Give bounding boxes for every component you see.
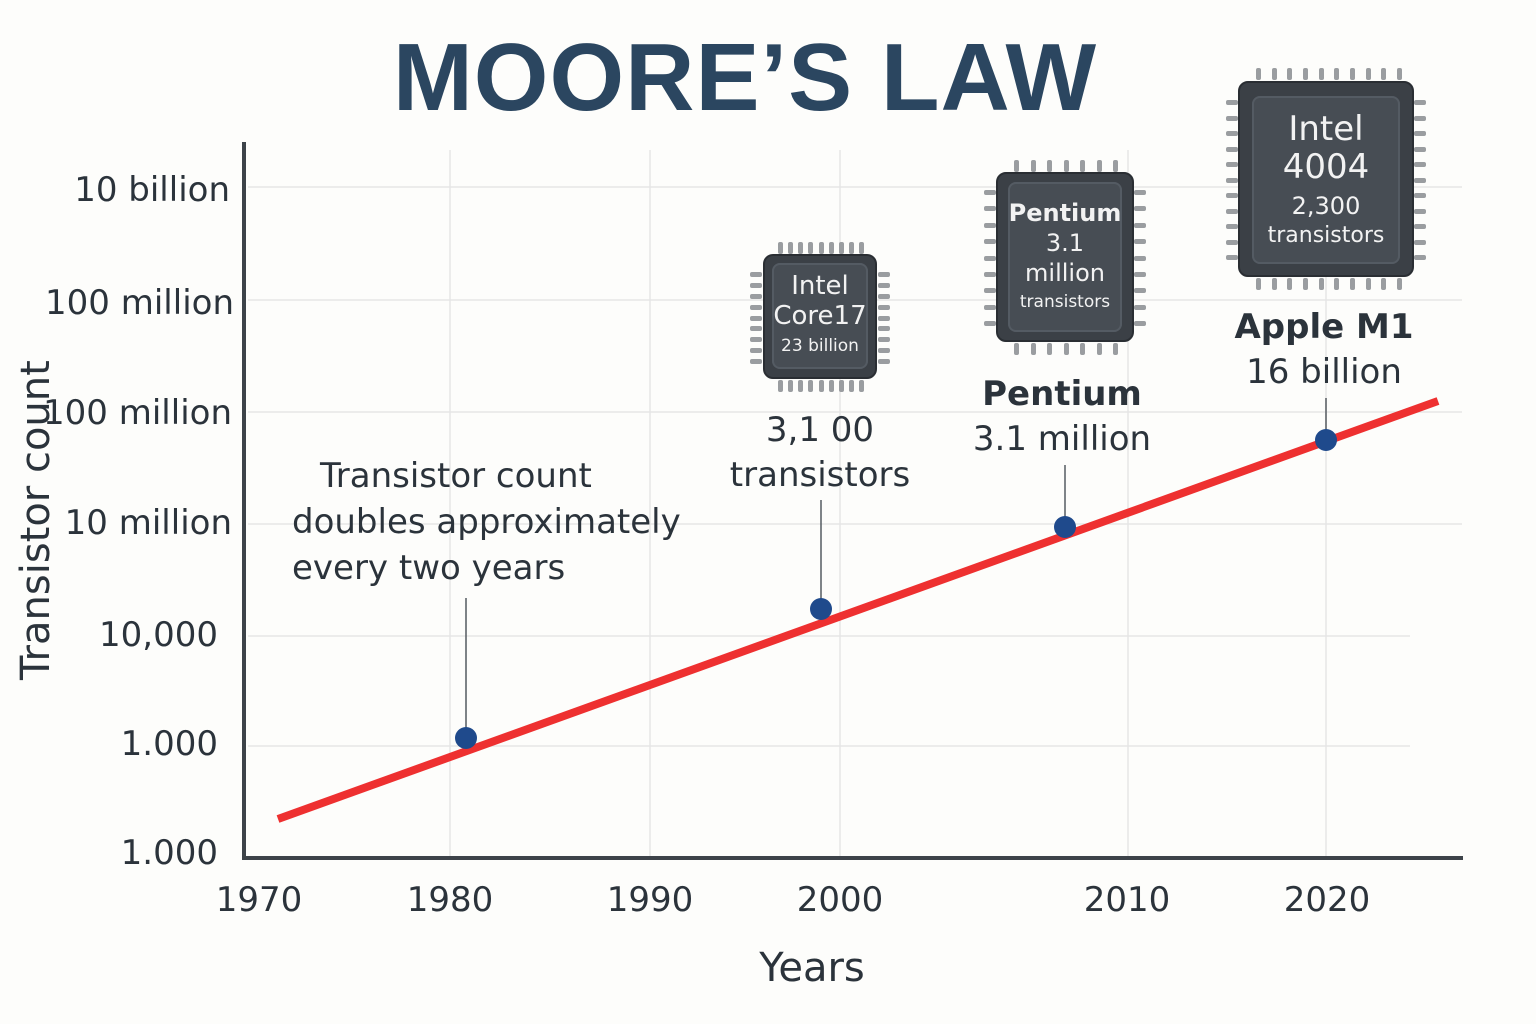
annotation-pentium: Pentium 3.1 million [972, 374, 1152, 459]
y-tick-label: 100 million [43, 393, 232, 433]
x-tick-label: 1990 [606, 880, 694, 920]
annotation-apple-m1: Apple M1 16 billion [1234, 307, 1414, 392]
x-axis-label: Years [759, 945, 865, 991]
y-tick-label: 10 million [64, 503, 232, 543]
data-point-1981 [455, 727, 477, 749]
trend-line [276, 397, 1440, 823]
y-tick-label: 1.000 [120, 833, 218, 873]
chip-icon-pentium: Pentium 3.1 million transistors [984, 160, 1146, 355]
y-tick-label: 10,000 [99, 615, 218, 655]
x-tick-label: 2020 [1283, 880, 1371, 920]
annotation-2000: 3,1 00 transistors [729, 410, 911, 495]
data-points [455, 429, 1337, 749]
x-tick-label: 1970 [215, 880, 303, 920]
y-tick-label: 100 million [45, 283, 234, 323]
chip-icon-intel-core: Intel Core17 23 billion [750, 242, 890, 392]
y-tick-label: 10 billion [74, 170, 230, 210]
chip-icon-intel-4004: Intel 4004 2,300 transistors [1226, 68, 1426, 290]
data-point-1999 [810, 598, 832, 620]
x-tick-label: 1980 [406, 880, 494, 920]
data-point-2008 [1054, 516, 1076, 538]
y-tick-label: 1.000 [120, 724, 218, 764]
x-tick-label: 2010 [1083, 880, 1171, 920]
axes [242, 142, 1463, 860]
data-point-2020 [1315, 429, 1337, 451]
chart-title: MOORE’S LAW [392, 24, 1098, 131]
x-tick-label: 2000 [796, 880, 884, 920]
doubling-note: Transistor count doubles approximately e… [292, 456, 681, 588]
